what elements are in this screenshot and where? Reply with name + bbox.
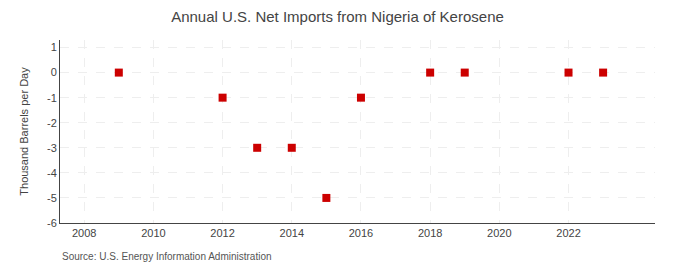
svg-text:2012: 2012 <box>210 227 234 239</box>
svg-text:Annual U.S. Net Imports from N: Annual U.S. Net Imports from Nigeria of … <box>171 8 504 25</box>
svg-text:2014: 2014 <box>280 227 304 239</box>
svg-text:2022: 2022 <box>556 227 580 239</box>
svg-text:Thousand Barrels per Day: Thousand Barrels per Day <box>18 67 30 196</box>
svg-text:-2: -2 <box>47 117 57 129</box>
svg-text:2010: 2010 <box>141 227 165 239</box>
svg-text:-3: -3 <box>47 142 57 154</box>
svg-text:-4: -4 <box>47 167 57 179</box>
svg-text:2008: 2008 <box>72 227 96 239</box>
svg-text:0: 0 <box>51 66 57 78</box>
svg-text:1: 1 <box>51 41 57 53</box>
svg-text:-5: -5 <box>47 192 57 204</box>
svg-text:-6: -6 <box>47 217 57 229</box>
svg-text:Source: U.S. Energy Informatio: Source: U.S. Energy Information Administ… <box>62 251 272 262</box>
svg-text:2018: 2018 <box>418 227 442 239</box>
svg-text:2020: 2020 <box>487 227 511 239</box>
svg-text:2016: 2016 <box>349 227 373 239</box>
svg-text:-1: -1 <box>47 92 57 104</box>
